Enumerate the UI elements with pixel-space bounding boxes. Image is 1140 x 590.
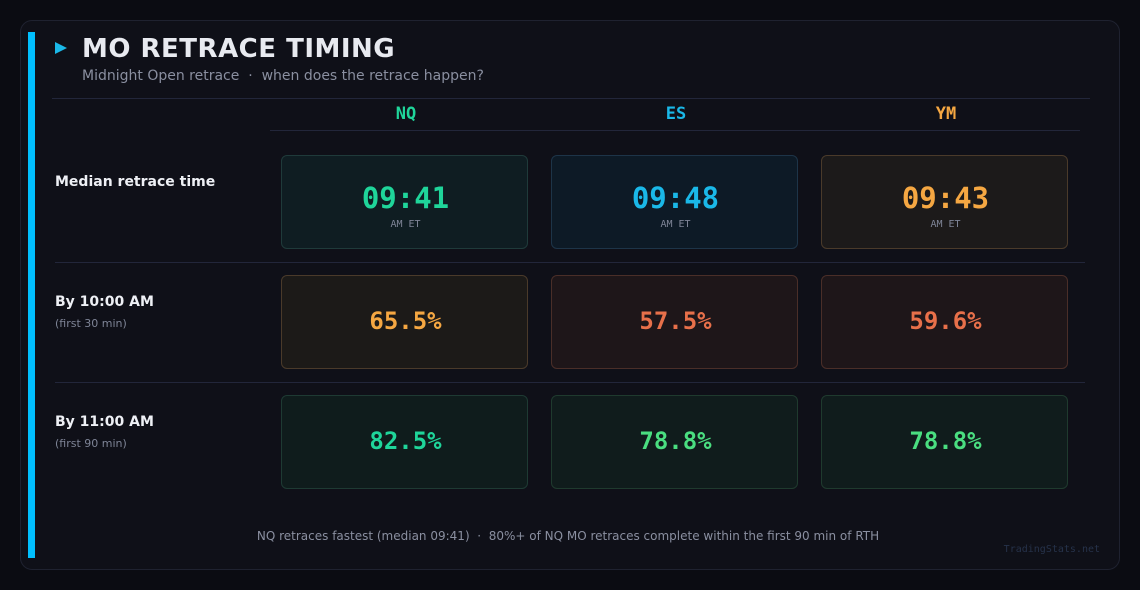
stat-value: 65.5% [369,307,442,335]
stat-value: 78.8% [909,427,982,455]
subtitle: Midnight Open retrace · when does the re… [82,68,484,84]
divider [55,262,1085,263]
stat-value: 57.5% [639,307,712,335]
stat-cell [551,275,798,369]
stat-cell [821,155,1068,249]
stat-value: 09:43 [901,181,990,215]
row-label: By 11:00 AM [55,414,154,430]
stat-cell [821,275,1068,369]
column-header: ES [665,104,687,124]
stat-cell [821,395,1068,489]
stat-unit: AM ET [390,219,421,230]
watermark: TradingStats.net [1003,544,1100,555]
title: MO RETRACE TIMING [82,34,396,64]
row-sublabel: (first 30 min) [55,317,127,330]
stat-cell [281,155,528,249]
stat-cell [281,395,528,489]
stat-value: 09:48 [631,181,720,215]
row-sublabel: (first 90 min) [55,437,127,450]
divider [55,382,1085,383]
stat-value: 82.5% [369,427,442,455]
stat-unit: AM ET [660,219,691,230]
footer-note: NQ retraces fastest (median 09:41) · 80%… [256,529,880,543]
stat-value: 59.6% [909,307,982,335]
accent-bar [28,32,35,558]
stat-cell [551,395,798,489]
title-icon [55,42,67,54]
stat-cell [281,275,528,369]
divider [52,98,1090,99]
divider [270,130,1080,131]
row-label: Median retrace time [55,174,216,190]
column-header: YM [935,104,957,124]
stat-value: 09:41 [361,181,450,215]
stat-value: 78.8% [639,427,712,455]
column-header: NQ [395,104,417,124]
row-label: By 10:00 AM [55,294,154,310]
stat-unit: AM ET [930,219,961,230]
stat-cell [551,155,798,249]
